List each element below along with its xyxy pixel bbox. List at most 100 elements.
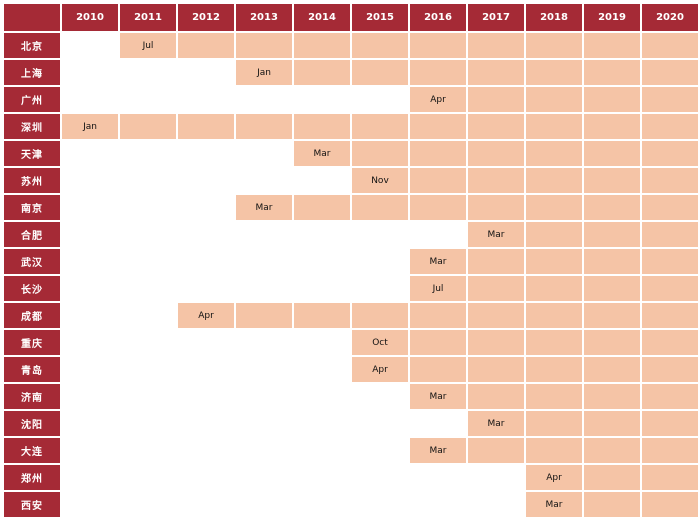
empty-cell [236, 141, 292, 166]
active-cell [294, 114, 350, 139]
empty-cell [62, 60, 118, 85]
empty-cell [236, 411, 292, 436]
empty-cell [62, 384, 118, 409]
active-cell [584, 465, 640, 490]
empty-cell [120, 330, 176, 355]
active-cell [584, 33, 640, 58]
empty-cell [294, 168, 350, 193]
empty-cell [178, 168, 234, 193]
active-cell [468, 357, 524, 382]
year-header: 2019 [584, 4, 640, 31]
active-cell [352, 141, 408, 166]
empty-cell [120, 222, 176, 247]
active-cell [468, 141, 524, 166]
active-cell [468, 438, 524, 463]
active-cell [526, 168, 582, 193]
active-cell [526, 249, 582, 274]
empty-cell [120, 465, 176, 490]
empty-cell [410, 222, 466, 247]
empty-cell [178, 438, 234, 463]
active-cell [584, 195, 640, 220]
active-cell [526, 438, 582, 463]
active-cell [468, 384, 524, 409]
active-cell [236, 303, 292, 328]
year-header: 2015 [352, 4, 408, 31]
empty-cell [236, 276, 292, 301]
year-header: 2020 [642, 4, 698, 31]
active-cell [584, 276, 640, 301]
active-cell [468, 249, 524, 274]
active-cell [526, 33, 582, 58]
city-label: 长沙 [4, 276, 60, 301]
empty-cell [468, 465, 524, 490]
active-cell [410, 168, 466, 193]
active-cell [584, 411, 640, 436]
active-cell [468, 60, 524, 85]
empty-cell [352, 492, 408, 517]
active-cell [526, 195, 582, 220]
active-cell [642, 114, 698, 139]
active-cell [584, 438, 640, 463]
empty-cell [178, 357, 234, 382]
empty-cell [352, 249, 408, 274]
empty-cell [178, 465, 234, 490]
empty-cell [120, 60, 176, 85]
empty-cell [120, 276, 176, 301]
empty-cell [62, 492, 118, 517]
active-cell [642, 276, 698, 301]
active-cell [468, 195, 524, 220]
empty-cell [62, 330, 118, 355]
empty-cell [62, 303, 118, 328]
empty-cell [352, 411, 408, 436]
empty-cell [62, 411, 118, 436]
city-label: 合肥 [4, 222, 60, 247]
empty-cell [236, 87, 292, 112]
empty-cell [410, 465, 466, 490]
active-cell [178, 114, 234, 139]
start-month-cell: Jul [410, 276, 466, 301]
start-month-cell: Apr [178, 303, 234, 328]
empty-cell [294, 276, 350, 301]
empty-cell [178, 384, 234, 409]
active-cell [294, 303, 350, 328]
city-label: 深圳 [4, 114, 60, 139]
active-cell [526, 114, 582, 139]
empty-cell [294, 492, 350, 517]
active-cell [584, 168, 640, 193]
empty-cell [294, 222, 350, 247]
empty-cell [120, 357, 176, 382]
empty-cell [178, 87, 234, 112]
empty-cell [236, 330, 292, 355]
city-label: 重庆 [4, 330, 60, 355]
empty-cell [294, 357, 350, 382]
start-month-cell: Oct [352, 330, 408, 355]
active-cell [526, 87, 582, 112]
active-cell [642, 60, 698, 85]
year-header: 2011 [120, 4, 176, 31]
city-label: 青岛 [4, 357, 60, 382]
empty-cell [120, 141, 176, 166]
active-cell [468, 330, 524, 355]
city-label: 北京 [4, 33, 60, 58]
empty-cell [178, 330, 234, 355]
empty-cell [62, 168, 118, 193]
empty-cell [236, 249, 292, 274]
active-cell [584, 114, 640, 139]
active-cell [526, 411, 582, 436]
start-month-cell: Mar [294, 141, 350, 166]
empty-cell [62, 222, 118, 247]
empty-cell [62, 357, 118, 382]
empty-cell [352, 276, 408, 301]
active-cell [642, 384, 698, 409]
active-cell [642, 195, 698, 220]
empty-cell [120, 411, 176, 436]
empty-cell [352, 384, 408, 409]
empty-cell [352, 465, 408, 490]
city-label: 武汉 [4, 249, 60, 274]
active-cell [642, 87, 698, 112]
start-month-cell: Nov [352, 168, 408, 193]
start-month-cell: Jan [236, 60, 292, 85]
city-label: 上海 [4, 60, 60, 85]
empty-cell [62, 465, 118, 490]
active-cell [584, 384, 640, 409]
